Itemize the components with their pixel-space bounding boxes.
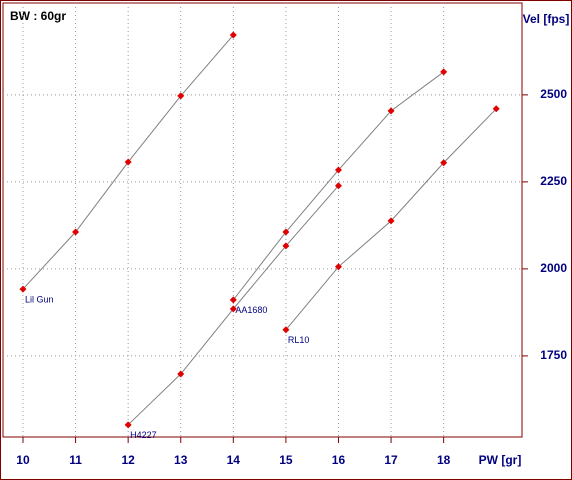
x-tick-label: 11 bbox=[69, 453, 82, 467]
x-tick-label: 14 bbox=[227, 453, 241, 467]
point bbox=[282, 326, 290, 334]
x-tick-label: 18 bbox=[437, 453, 451, 467]
x-tick-label: 15 bbox=[279, 453, 293, 467]
x-tick-label: 12 bbox=[121, 453, 135, 467]
x-tick-label: 13 bbox=[174, 453, 188, 467]
point bbox=[334, 166, 342, 174]
y-tick-label: 2500 bbox=[540, 87, 567, 101]
point bbox=[387, 217, 395, 225]
point bbox=[440, 159, 448, 167]
point bbox=[282, 242, 290, 250]
point bbox=[492, 105, 500, 113]
series-label: Lil Gun bbox=[25, 294, 54, 304]
series-label: AA1680 bbox=[235, 305, 267, 315]
y-tick-label: 1750 bbox=[540, 348, 567, 362]
point bbox=[229, 31, 237, 39]
point bbox=[229, 296, 237, 304]
point bbox=[334, 263, 342, 271]
point bbox=[282, 228, 290, 236]
point bbox=[124, 158, 132, 166]
point bbox=[124, 421, 132, 429]
point bbox=[72, 228, 80, 236]
plot-area bbox=[2, 2, 523, 438]
x-axis-title: PW [gr] bbox=[479, 453, 522, 467]
chart-title: BW : 60gr bbox=[10, 9, 66, 23]
point bbox=[19, 285, 27, 293]
series-label: H4227 bbox=[130, 430, 157, 440]
point bbox=[177, 92, 185, 100]
point bbox=[177, 370, 185, 378]
point bbox=[334, 182, 342, 190]
x-tick-label: 10 bbox=[16, 453, 30, 467]
point bbox=[387, 107, 395, 115]
y-tick-label: 2250 bbox=[540, 174, 567, 188]
point bbox=[440, 68, 448, 76]
x-tick-label: 16 bbox=[332, 453, 346, 467]
y-axis-title: Vel [fps] bbox=[523, 12, 570, 26]
series-label: RL10 bbox=[288, 335, 310, 345]
x-tick-label: 17 bbox=[384, 453, 398, 467]
y-tick-label: 2000 bbox=[540, 261, 567, 275]
point bbox=[229, 305, 237, 313]
